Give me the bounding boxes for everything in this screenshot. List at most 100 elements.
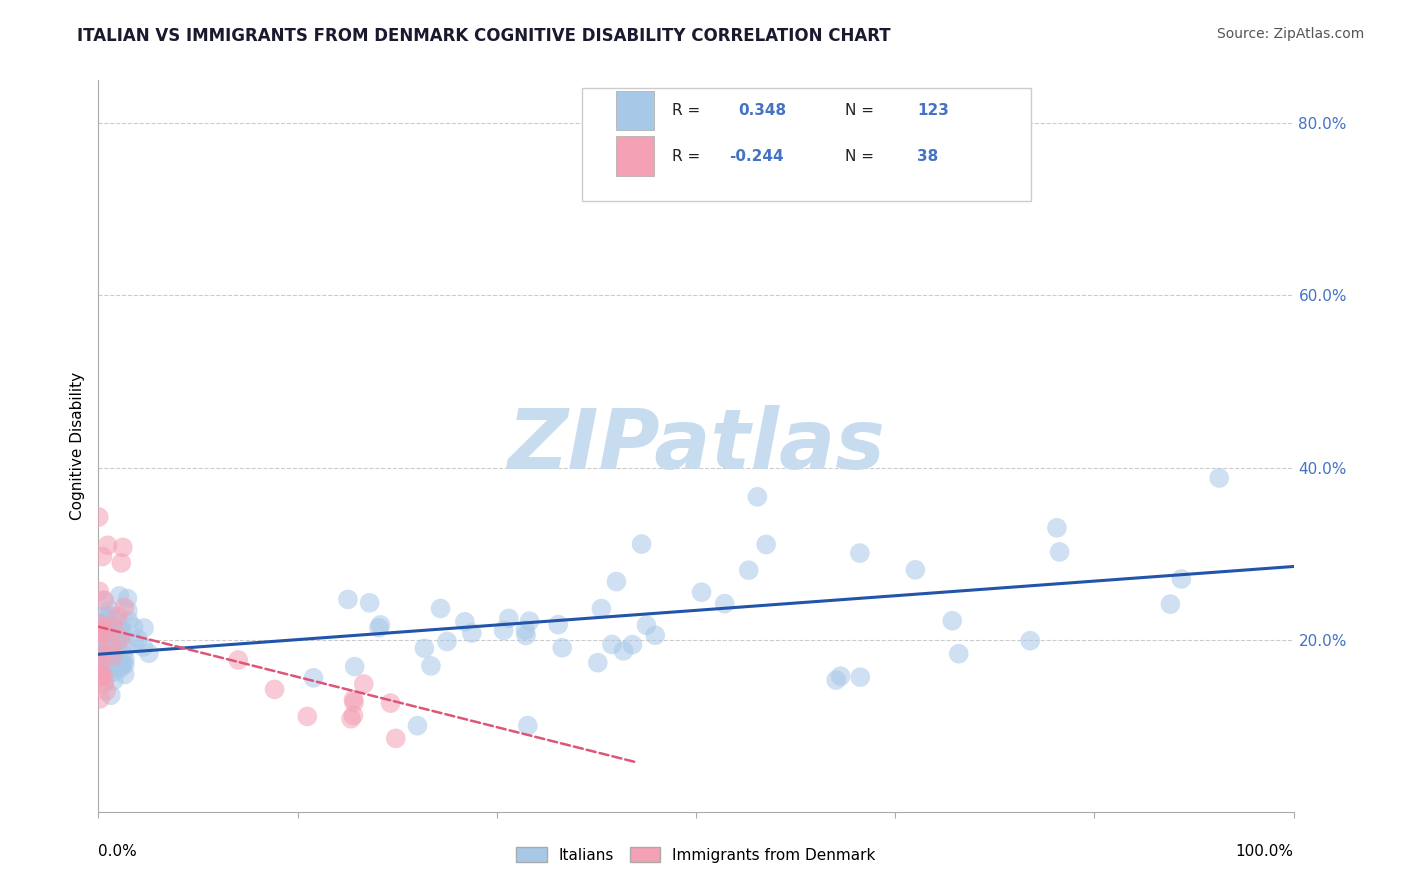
Point (111, 657, 134, 672)
Point (516, 719, 538, 733)
Text: N =: N = (845, 149, 879, 163)
Point (454, 615, 477, 629)
Point (336, 592, 359, 607)
Point (91, 623, 114, 637)
Point (755, 537, 778, 551)
FancyBboxPatch shape (616, 136, 654, 176)
Point (103, 647, 125, 661)
Point (738, 563, 761, 577)
Point (1208, 471, 1230, 485)
Point (368, 621, 391, 635)
Point (90, 634, 112, 648)
Point (713, 597, 735, 611)
Point (97, 617, 120, 632)
Text: 0.348: 0.348 (738, 103, 786, 119)
Point (103, 633, 125, 648)
Point (91, 593, 114, 607)
Point (94, 631, 117, 645)
Point (226, 653, 249, 667)
Point (107, 632, 129, 647)
Point (87, 616, 110, 631)
Point (519, 614, 541, 628)
Point (825, 673, 848, 687)
Point (90, 670, 112, 684)
Point (591, 601, 613, 615)
Point (100, 688, 122, 702)
Point (94, 673, 117, 687)
Point (498, 611, 520, 625)
Point (97, 612, 120, 626)
Point (89, 622, 111, 636)
Point (384, 731, 406, 746)
Point (89, 620, 111, 634)
Point (515, 628, 537, 642)
Point (1019, 633, 1042, 648)
Point (110, 632, 132, 646)
FancyBboxPatch shape (616, 91, 654, 130)
Point (100, 616, 122, 631)
Point (111, 657, 134, 671)
Point (98, 608, 121, 623)
Legend: Italians, Immigrants from Denmark: Italians, Immigrants from Denmark (516, 847, 876, 863)
Point (108, 661, 131, 675)
Point (343, 659, 366, 673)
Point (94, 683, 117, 698)
Point (91, 621, 114, 635)
Point (413, 641, 436, 656)
Point (87, 510, 110, 524)
Text: ITALIAN VS IMMIGRANTS FROM DENMARK COGNITIVE DISABILITY CORRELATION CHART: ITALIAN VS IMMIGRANTS FROM DENMARK COGNI… (77, 27, 891, 45)
Point (96, 650, 118, 665)
Point (612, 644, 634, 658)
Point (98, 639, 121, 653)
Text: Source: ZipAtlas.com: Source: ZipAtlas.com (1216, 27, 1364, 41)
Point (103, 620, 125, 634)
Point (1046, 521, 1069, 535)
Point (122, 620, 145, 634)
Point (114, 639, 136, 653)
Point (103, 665, 125, 679)
Point (830, 669, 852, 683)
Point (492, 624, 515, 638)
Point (370, 618, 392, 632)
Point (138, 646, 160, 660)
Point (105, 640, 128, 654)
Point (849, 546, 872, 560)
Point (849, 670, 872, 684)
Point (108, 589, 131, 603)
Point (110, 618, 132, 632)
Point (420, 659, 443, 673)
Point (93, 612, 115, 626)
Point (91, 549, 114, 564)
Point (97, 632, 120, 647)
Y-axis label: Cognitive Disability: Cognitive Disability (69, 372, 84, 520)
Point (105, 661, 128, 675)
Point (630, 537, 652, 551)
Point (97, 538, 120, 552)
Point (101, 626, 124, 640)
Point (105, 619, 128, 633)
Point (96, 647, 118, 661)
Point (263, 682, 285, 697)
Point (904, 563, 927, 577)
Point (97, 628, 120, 642)
Point (98, 603, 121, 617)
Point (103, 644, 125, 658)
Point (124, 636, 146, 650)
Point (359, 596, 381, 610)
Point (91, 656, 114, 670)
Text: -0.244: -0.244 (730, 149, 785, 163)
Point (941, 614, 963, 628)
Point (114, 652, 136, 666)
Point (1159, 597, 1181, 611)
Point (461, 626, 484, 640)
Text: R =: R = (672, 149, 706, 163)
Point (1170, 572, 1192, 586)
Point (110, 624, 132, 638)
Point (91, 626, 114, 640)
Text: N =: N = (845, 103, 879, 119)
Point (105, 655, 128, 669)
Point (93, 657, 115, 672)
Point (91, 650, 114, 665)
Point (114, 657, 136, 672)
Point (302, 671, 325, 685)
